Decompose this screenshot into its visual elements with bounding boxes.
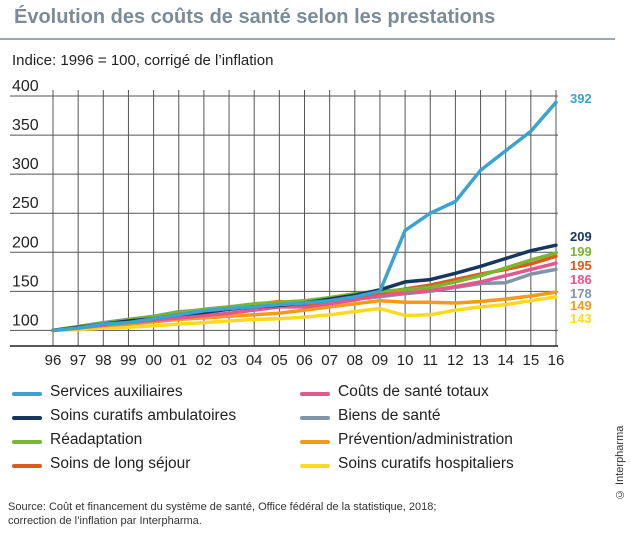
x-tick-label: 06: [296, 352, 313, 369]
x-tick-label: 10: [397, 352, 414, 369]
y-tick-label: 150: [12, 273, 39, 290]
legend-swatch: [300, 392, 330, 396]
x-tick-label: 07: [321, 352, 338, 369]
legend-label: Prévention/administration: [338, 431, 513, 448]
y-tick-label: 100: [12, 312, 39, 329]
x-tick-label: 96: [45, 352, 62, 369]
y-tick-label: 400: [12, 78, 39, 95]
grid-layer: [10, 90, 558, 347]
x-tick-label: 04: [246, 352, 263, 369]
title-divider: [0, 38, 615, 40]
x-tick-label: 16: [548, 352, 565, 369]
legend-label: Biens de santé: [338, 407, 441, 424]
series-end-label: 199: [570, 244, 592, 259]
series-line: [51, 295, 558, 333]
y-tick-label: 200: [12, 234, 39, 251]
chart-subtitle: Indice: 1996 = 100, corrigé de l’inflati…: [12, 52, 274, 69]
series-end-label: 209: [570, 229, 592, 244]
source-line-1: Source: Coût et financement du système d…: [8, 501, 437, 513]
y-tick-label: 350: [12, 117, 39, 134]
x-tick-label: 12: [447, 352, 464, 369]
source-note: Source: Coût et financement du système d…: [8, 500, 568, 528]
series-layer: [51, 100, 558, 333]
series-end-label: 392: [570, 91, 592, 106]
x-tick-label: 11: [422, 352, 438, 369]
series-end-label: 178: [570, 286, 592, 301]
x-tick-label: 05: [271, 352, 288, 369]
x-tick-label: 02: [196, 352, 213, 369]
source-line-2: correction de l’inflation par Interpharm…: [8, 515, 202, 527]
x-tick-label: 01: [170, 352, 187, 369]
legend-swatch: [12, 416, 42, 420]
legend-label: Soins curatifs ambulatoires: [50, 407, 237, 424]
x-tick-label: 03: [221, 352, 238, 369]
legend-swatch: [300, 464, 330, 468]
copyright-notice: © Interpharma: [614, 425, 626, 500]
series-end-label: 149: [570, 298, 592, 313]
legend-label: Soins de long séjour: [50, 455, 191, 472]
x-tick-label: 00: [145, 352, 162, 369]
line-chart: 100 150 200 250 300 350 400 96 97 98 99 00 01 02 03 04 0…: [10, 78, 592, 369]
series-line: [51, 100, 558, 333]
series-end-label: 186: [570, 272, 592, 287]
legend-swatch: [300, 416, 330, 420]
y-tick-label: 300: [12, 156, 39, 173]
labels-layer: 100 150 200 250 300 350 400 96 97 98 99 00 01 02 03 04 0…: [12, 78, 592, 369]
legend-swatch: [12, 440, 42, 444]
y-tick-label: 250: [12, 195, 39, 212]
x-tick-label: 98: [95, 352, 112, 369]
legend-swatch: [12, 464, 42, 468]
x-tick-label: 13: [472, 352, 489, 369]
x-tick-label: 15: [523, 352, 540, 369]
x-tick-label: 99: [120, 352, 137, 369]
legend-swatch: [12, 392, 42, 396]
legend-swatch: [300, 440, 330, 444]
series-end-label: 195: [570, 258, 592, 273]
x-tick-label: 09: [372, 352, 389, 369]
legend-label: Services auxiliaires: [50, 383, 183, 400]
x-tick-label: 97: [70, 352, 87, 369]
x-tick-label: 08: [346, 352, 363, 369]
legend-label: Soins curatifs hospitaliers: [338, 455, 514, 472]
chart-title: Évolution des coûts de santé selon les p…: [14, 6, 496, 28]
legend-label: Réadaptation: [50, 431, 143, 448]
legend-label: Coûts de santé totaux: [338, 383, 489, 400]
x-tick-label: 14: [497, 352, 514, 369]
series-end-label: 143: [570, 311, 592, 326]
